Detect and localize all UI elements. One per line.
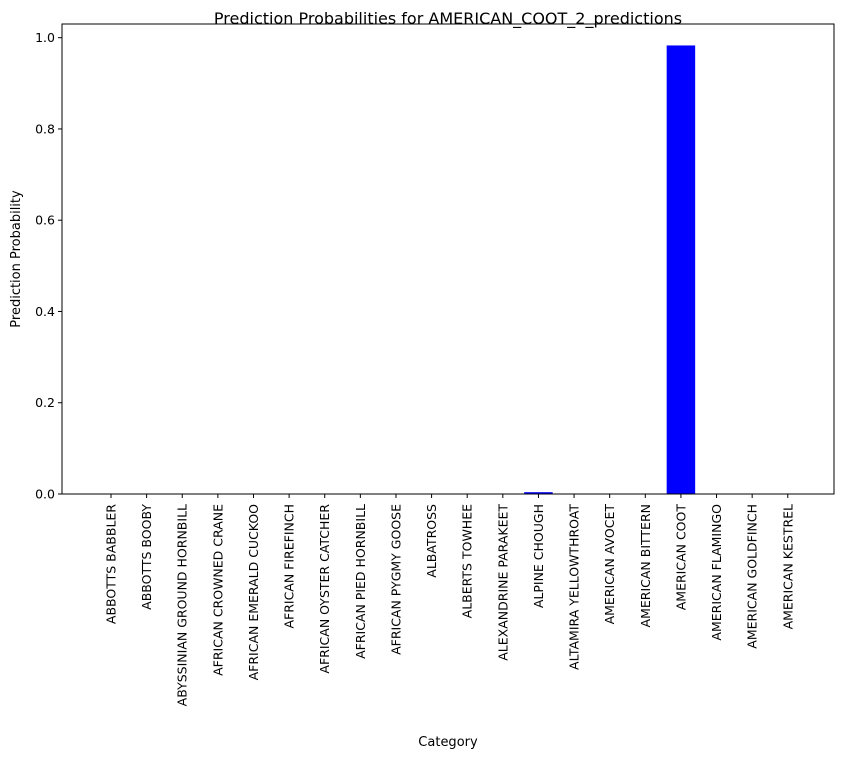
x-axis-label: Category xyxy=(418,735,478,750)
x-tick-label: ABBOTTS BOOBY xyxy=(139,504,154,610)
x-tick-label: ALEXANDRINE PARAKEET xyxy=(495,504,510,661)
y-tick-label: 0.0 xyxy=(35,487,55,502)
y-tick-label: 0.4 xyxy=(35,304,55,319)
x-tick-label: AFRICAN OYSTER CATCHER xyxy=(317,504,332,674)
x-tick-label: AMERICAN FLAMINGO xyxy=(709,504,724,641)
x-tick-label: AMERICAN KESTREL xyxy=(780,504,795,629)
x-tick-label: AFRICAN PIED HORNBILL xyxy=(353,504,368,659)
x-tick-label: ALBATROSS xyxy=(424,504,439,578)
x-tick-label: AMERICAN GOLDFINCH xyxy=(745,504,760,649)
bar-alpine-chough xyxy=(524,492,553,494)
x-tick-label: ALPINE CHOUGH xyxy=(531,504,546,608)
x-tick-label: AMERICAN BITTERN xyxy=(638,504,653,627)
x-tick-label: AFRICAN FIREFINCH xyxy=(282,504,297,629)
bar-american-coot xyxy=(666,45,696,495)
y-axis: 0.0 0.2 0.4 0.6 0.8 1.0 xyxy=(35,30,62,502)
x-tick-label: AMERICAN AVOCET xyxy=(602,504,617,625)
y-tick-label: 0.6 xyxy=(35,213,55,228)
x-tick-label: AFRICAN EMERALD CUCKOO xyxy=(246,504,261,681)
x-tick-label: ALTAMIRA YELLOWTHROAT xyxy=(567,504,582,670)
x-tick-label: ALBERTS TOWHEE xyxy=(460,504,475,618)
x-tick-label: AFRICAN CROWNED CRANE xyxy=(210,504,225,676)
y-tick-label: 0.8 xyxy=(35,121,55,136)
x-axis: ABBOTTS BABBLER ABBOTTS BOOBY ABYSSINIAN G… xyxy=(104,494,795,706)
y-tick-label: 1.0 xyxy=(35,30,55,45)
x-tick-label: AMERICAN COOT xyxy=(673,504,688,611)
plot-frame xyxy=(61,23,835,495)
y-tick-label: 0.2 xyxy=(35,395,55,410)
bars-group xyxy=(96,45,803,495)
x-tick-label: ABYSSINIAN GROUND HORNBILL xyxy=(175,504,190,706)
x-tick-label: ABBOTTS BABBLER xyxy=(104,504,119,624)
x-tick-label: AFRICAN PYGMY GOOSE xyxy=(388,504,403,655)
chart-title: Prediction Probabilities for AMERICAN_CO… xyxy=(214,9,682,29)
y-axis-label: Prediction Probability xyxy=(9,190,24,328)
